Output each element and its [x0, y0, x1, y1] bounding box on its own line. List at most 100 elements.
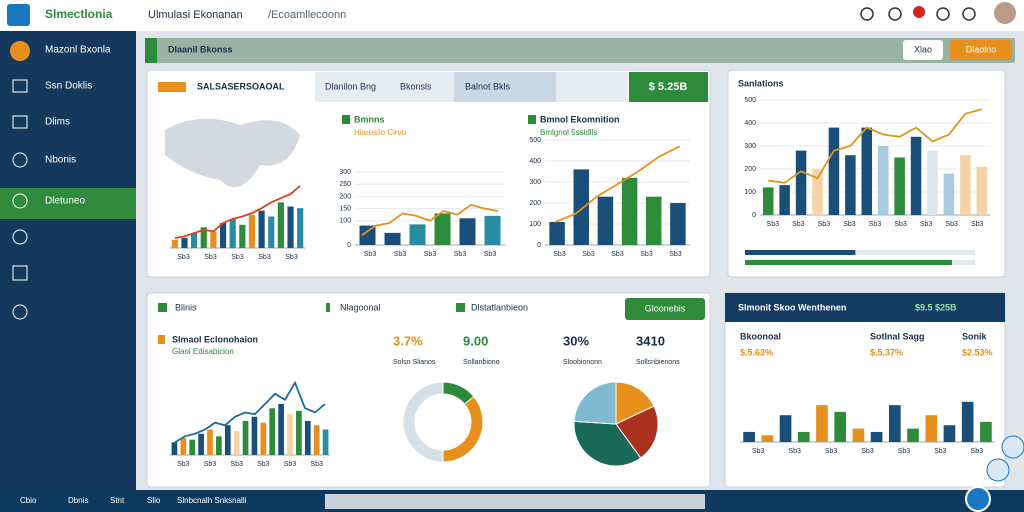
nav-item[interactable]: Dletuneo — [45, 196, 85, 207]
taskbar-item: Dbnis — [68, 496, 88, 505]
search-label: Xlao — [914, 44, 932, 54]
icon[interactable] — [12, 115, 28, 129]
bar — [621, 177, 638, 245]
icon[interactable] — [962, 7, 976, 21]
x-tick-label: Sb3 — [553, 251, 566, 258]
button[interactable] — [625, 298, 705, 320]
y-tick-label: 400 — [744, 120, 756, 127]
tab-icon — [326, 303, 330, 312]
taskbar-item: Slio — [147, 496, 161, 505]
y-tick-label: 0 — [347, 242, 351, 249]
bar — [597, 196, 614, 245]
bar — [960, 155, 971, 215]
bar — [409, 224, 426, 245]
pie-slice — [573, 381, 617, 425]
total: $9.5 $25B — [915, 302, 957, 312]
top-bar — [0, 0, 1024, 31]
scenario-card — [724, 292, 1006, 488]
bar — [229, 218, 236, 248]
icon[interactable] — [10, 41, 30, 61]
icon[interactable] — [12, 304, 28, 320]
legend-swatch — [158, 335, 165, 344]
bar — [762, 187, 774, 215]
y-tick-label: 300 — [744, 143, 756, 150]
total: $ 5.25B — [649, 81, 688, 93]
action-button[interactable] — [950, 40, 1012, 60]
bar — [297, 208, 304, 248]
progress-track — [745, 250, 975, 255]
tab[interactable]: SALSASERSOAOAL — [197, 81, 285, 91]
assistant-button[interactable] — [965, 486, 991, 512]
bar — [894, 157, 905, 215]
nav-item[interactable]: Dlims — [45, 117, 70, 128]
bar — [980, 421, 992, 442]
bar — [943, 425, 956, 442]
x-tick-label: Sb3 — [484, 251, 497, 258]
search-button[interactable] — [903, 40, 943, 60]
float-button[interactable] — [1001, 435, 1024, 459]
icon[interactable] — [12, 229, 28, 245]
x-tick-label: Sb3 — [310, 461, 323, 468]
kpi-value: 3.7% — [393, 333, 423, 348]
bar — [219, 223, 227, 248]
avatar[interactable] — [994, 2, 1016, 24]
x-tick-label: Sb3 — [204, 254, 217, 261]
taskbar-item: Cbio — [20, 496, 37, 505]
nav-item[interactable]: Mazonl Bxonla — [45, 45, 111, 56]
sidebar-bg — [0, 31, 136, 490]
trend-line — [361, 203, 499, 237]
icon[interactable] — [12, 193, 28, 209]
notification[interactable] — [913, 6, 925, 18]
bar — [861, 127, 873, 215]
tab[interactable]: Dlanilon Bng — [325, 81, 376, 91]
kpi-value: 30% — [563, 333, 589, 348]
trend-line — [174, 185, 301, 239]
x-tick-label: Sb3 — [258, 254, 271, 261]
tab[interactable]: Blinis — [175, 302, 197, 312]
x-tick-label: Sb3 — [788, 448, 801, 455]
nav-item[interactable]: Nbonis — [45, 155, 76, 166]
x-tick-label: Sb3 — [934, 448, 947, 455]
breadcrumb: /Ecoamllecoonn — [268, 9, 346, 21]
float-button[interactable] — [986, 458, 1010, 482]
bar — [761, 435, 774, 442]
nav-item[interactable]: Ssn Doklis — [45, 81, 92, 92]
bar — [233, 431, 240, 455]
bar — [258, 210, 265, 248]
logo[interactable] — [7, 4, 30, 26]
icon[interactable] — [860, 7, 874, 21]
tag — [158, 82, 186, 92]
active-item — [0, 188, 136, 219]
taskbar-search[interactable] — [325, 494, 705, 509]
icon[interactable] — [12, 152, 28, 168]
column-value: $2.53% — [962, 347, 993, 357]
sidebar: Mazonl Bxonla Ssn Doklis Dlims Nbonis Dl… — [0, 31, 136, 490]
column-label: Sotlnal Sagg — [870, 331, 925, 341]
pie-slice — [615, 405, 659, 459]
tab-icon — [456, 303, 465, 312]
kpi-label: Sollanbiono — [463, 359, 500, 366]
icon[interactable] — [936, 7, 950, 21]
kpi-value: 9.00 — [463, 333, 488, 348]
bar — [459, 218, 476, 245]
y-tick-label: 0 — [752, 212, 756, 219]
bar — [200, 227, 207, 248]
y-tick-label: 100 — [529, 221, 541, 228]
x-tick-label: Sb3 — [920, 221, 933, 228]
bar — [549, 221, 565, 245]
icon[interactable] — [888, 7, 902, 21]
bar — [189, 439, 196, 455]
x-tick-label: Sb3 — [898, 448, 911, 455]
icon[interactable] — [12, 265, 28, 281]
trend-line — [768, 108, 983, 184]
y-tick-label: 500 — [529, 137, 541, 144]
bar — [797, 431, 810, 442]
icon[interactable] — [12, 79, 28, 93]
bar — [434, 213, 451, 245]
tab[interactable]: Nlagoonal — [340, 302, 381, 312]
tab[interactable]: Bkonsls — [400, 81, 432, 91]
tab[interactable]: Balnot Bkls — [465, 81, 511, 91]
tab[interactable]: Dlstatlanbieon — [471, 302, 528, 312]
column-value: $.5.63% — [740, 347, 773, 357]
bar — [287, 206, 294, 248]
